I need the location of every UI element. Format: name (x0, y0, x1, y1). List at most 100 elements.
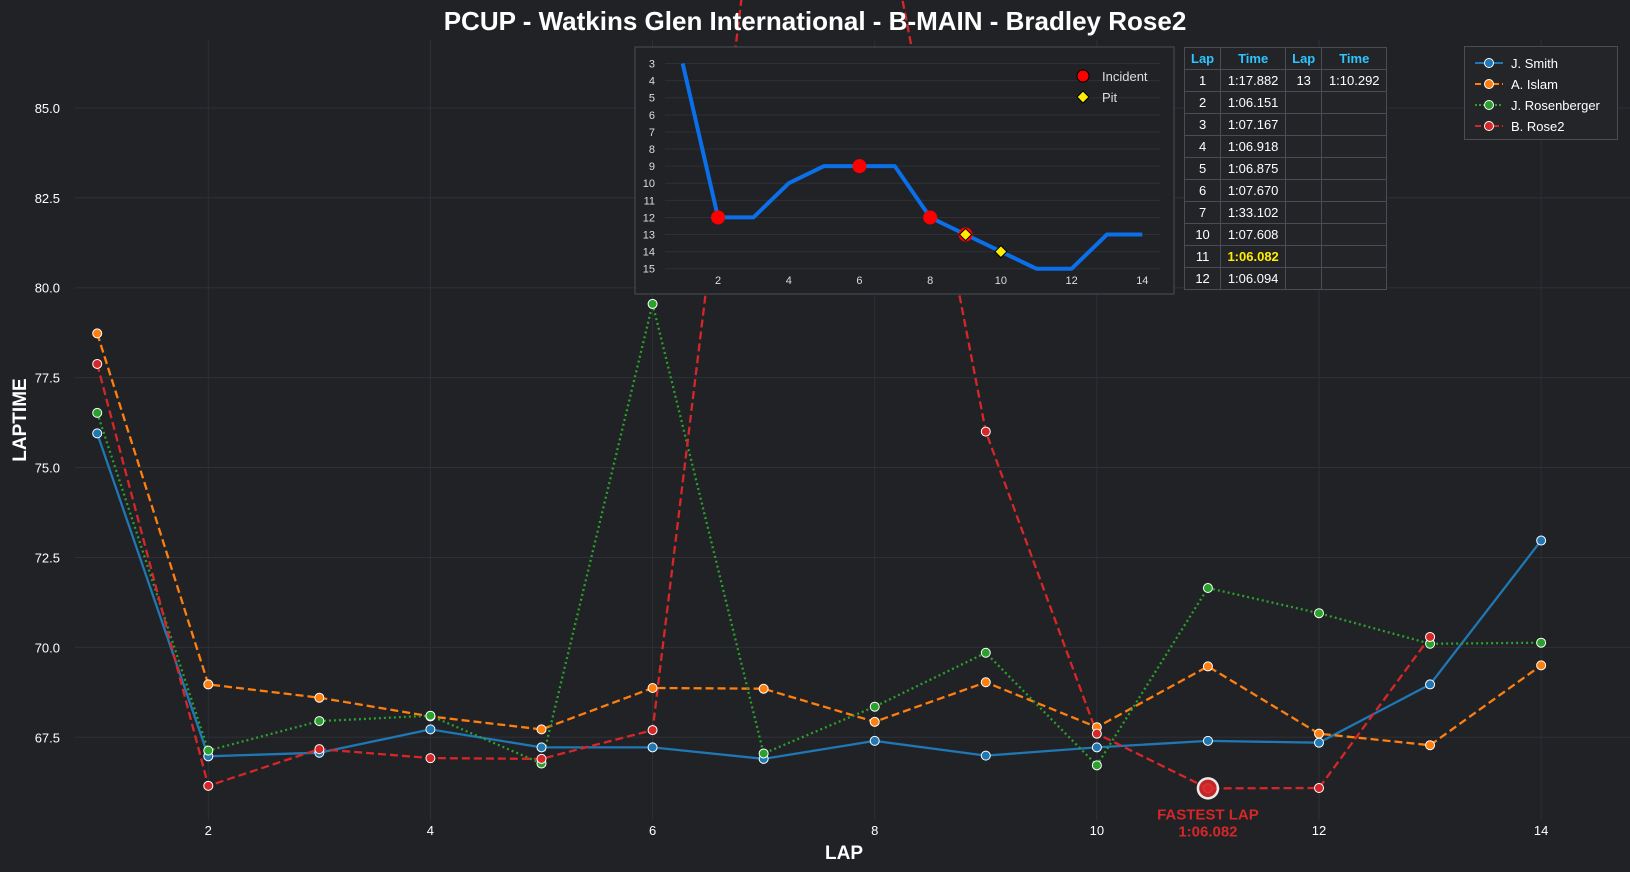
data-point (92, 358, 103, 369)
inset-x-tick-label: 2 (715, 275, 721, 287)
lap-table-cell: 1:06.918 (1220, 135, 1287, 158)
inset-x-tick-label: 6 (856, 275, 862, 287)
lap-table-cell: 2 (1183, 91, 1222, 114)
inset-y-tick-label: 14 (643, 247, 655, 259)
data-point (203, 780, 214, 791)
lap-table-cell (1285, 135, 1323, 158)
y-tick-label: 85.0 (35, 101, 60, 116)
data-point (1536, 535, 1547, 546)
lap-table-cell (1285, 223, 1323, 246)
lap-table-cell (1321, 223, 1388, 246)
chart-legend: J. Smith A. Islam J. Rosenberger B. Rose… (1464, 46, 1618, 140)
x-tick-label: 14 (1534, 823, 1548, 838)
x-tick-label: 10 (1090, 823, 1104, 838)
lap-table-row: 3 1:07.167 (1183, 113, 1388, 136)
y-tick-label: 77.5 (35, 371, 60, 386)
main-series (92, 0, 1547, 794)
legend-item: B. Rose2 (1475, 116, 1564, 136)
lap-table-cell (1321, 245, 1388, 268)
lap-table-row: 11 1:06.082 (1183, 245, 1388, 268)
lap-table-cell: 11 (1183, 245, 1222, 268)
series-line (96, 333, 1542, 747)
lap-table-cell: 10 (1183, 223, 1222, 246)
x-axis-ticks: 2 4 6 8 10 12 14 (205, 823, 1549, 838)
data-point (536, 753, 547, 764)
inset-x-tick-label: 12 (1065, 275, 1077, 287)
inset-y-tick-label: 13 (643, 230, 655, 242)
lap-table-header: Time (1220, 47, 1287, 70)
lap-table-header: Lap (1183, 47, 1222, 70)
series-line (96, 433, 1543, 761)
x-tick-label: 12 (1312, 823, 1326, 838)
data-point (425, 710, 436, 721)
x-tick-label: 6 (649, 823, 656, 838)
data-point (92, 428, 103, 439)
inset-x-tick-label: 14 (1136, 275, 1148, 287)
lap-table-header: Time (1321, 47, 1388, 70)
fastest-lap-label: FASTEST LAP (1157, 806, 1259, 823)
data-point (314, 692, 325, 703)
data-point (1425, 740, 1436, 751)
data-point (536, 724, 547, 735)
lap-table-cell: 5 (1183, 157, 1222, 180)
lap-table-cell: 4 (1183, 135, 1222, 158)
incident-marker (711, 210, 726, 225)
data-point (425, 753, 436, 764)
data-point (647, 742, 658, 753)
y-axis-label: LAPTIME (10, 378, 31, 461)
data-point (1202, 735, 1213, 746)
data-point (980, 647, 991, 658)
inset-y-tick-label: 6 (649, 110, 655, 122)
lap-table-cell: 6 (1183, 179, 1222, 202)
lap-table-cell (1321, 267, 1388, 290)
y-tick-label: 80.0 (35, 281, 60, 296)
lap-table-cell (1321, 201, 1388, 224)
lap-table-row: 10 1:07.608 (1183, 223, 1388, 246)
lap-time-table: Lap Time Lap Time 1 1:17.882 13 1:10.292 2 1:… (1183, 47, 1388, 290)
lap-table-cell: 13 (1285, 69, 1323, 92)
lap-table-cell (1321, 135, 1388, 158)
lap-table-cell (1285, 267, 1323, 290)
incident-marker (852, 159, 867, 174)
x-axis-label: LAP (825, 843, 863, 864)
lap-table-cell: 1:06.094 (1220, 267, 1287, 290)
lap-table-header: Lap (1285, 47, 1323, 70)
data-point (869, 701, 880, 712)
inset-legend-incident-label: Incident (1102, 69, 1148, 84)
inset-y-tick-label: 9 (649, 161, 655, 173)
data-point (647, 725, 658, 736)
inset-legend-pit-swatch (1076, 90, 1090, 104)
data-point (647, 298, 658, 309)
inset-y-tick-label: 15 (643, 264, 655, 276)
legend-item: A. Islam (1475, 74, 1558, 94)
pit-marker (994, 244, 1008, 259)
legend-item: J. Rosenberger (1475, 95, 1600, 115)
data-point (1202, 583, 1213, 594)
lap-table-cell: 1:33.102 (1220, 201, 1287, 224)
data-point (1314, 737, 1324, 748)
data-point (1425, 631, 1436, 642)
lap-table-row: 7 1:33.102 (1183, 201, 1388, 224)
y-tick-label: 72.5 (35, 550, 60, 565)
lap-table-cell: 1:10.292 (1321, 69, 1388, 92)
data-point (758, 683, 769, 694)
data-point (92, 407, 103, 418)
inset-y-tick-label: 4 (649, 76, 655, 88)
lap-table-cell (1285, 245, 1323, 268)
y-tick-label: 75.0 (35, 461, 60, 476)
lap-table-row: 12 1:06.094 (1183, 267, 1388, 290)
data-point (1091, 742, 1102, 753)
data-point (758, 748, 769, 759)
legend-item: J. Smith (1475, 53, 1558, 73)
data-point (1425, 679, 1436, 690)
legend-swatch (1475, 100, 1503, 110)
inset-x-tick-label: 10 (995, 275, 1007, 287)
data-point (425, 724, 436, 735)
lap-table-cell: 3 (1183, 113, 1222, 136)
lap-table-cell: 1:17.882 (1220, 69, 1287, 92)
data-point (647, 683, 658, 694)
data-point (1314, 728, 1324, 739)
data-point (314, 744, 325, 755)
data-point (203, 745, 214, 756)
y-tick-label: 67.5 (35, 730, 60, 745)
